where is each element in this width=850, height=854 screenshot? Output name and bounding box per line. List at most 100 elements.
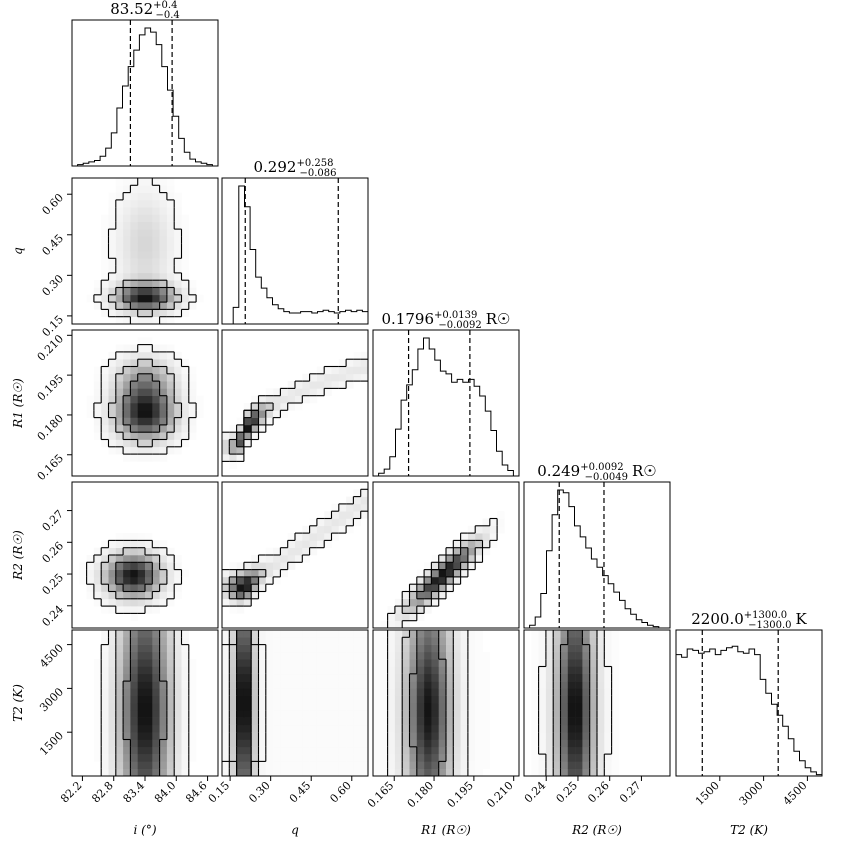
density-cell — [243, 432, 252, 440]
density-cell — [123, 287, 131, 296]
density-cell — [424, 717, 432, 726]
density-cell — [402, 644, 410, 653]
density-cell — [582, 717, 590, 726]
density-cell — [309, 688, 318, 696]
density-cell — [446, 681, 454, 689]
density-cell — [409, 739, 418, 748]
density-cell — [108, 555, 117, 563]
density-cell — [137, 403, 146, 411]
density-cell — [166, 739, 175, 748]
density-cell — [181, 373, 190, 382]
density-cell — [243, 630, 252, 638]
density-cell — [174, 651, 182, 660]
density-cell — [309, 518, 318, 527]
density-cell — [152, 724, 160, 733]
density-cell — [152, 569, 160, 578]
density-cell — [346, 630, 354, 638]
density-cell — [152, 598, 160, 607]
density-cell — [152, 417, 160, 426]
density-cell — [145, 265, 153, 274]
density-cell — [251, 688, 259, 696]
density-cell — [302, 533, 310, 541]
density-cell — [394, 695, 403, 704]
density-cell — [324, 644, 332, 653]
density-cell — [438, 644, 447, 653]
density-cell — [145, 695, 153, 704]
density-cell — [174, 381, 182, 389]
density-cell — [174, 688, 182, 696]
density-cell — [166, 373, 175, 382]
density-cell — [166, 221, 175, 230]
density-cell — [108, 302, 117, 310]
density-cell — [130, 768, 138, 777]
density-cell — [123, 576, 131, 585]
density-cell — [331, 644, 340, 653]
density-cell — [338, 710, 347, 718]
density-cell — [130, 754, 138, 762]
density-cell — [123, 381, 131, 389]
density-cell — [360, 651, 369, 660]
density-cell — [101, 732, 109, 740]
density-cell — [137, 540, 146, 548]
density-cell — [130, 229, 138, 237]
density-cell — [181, 410, 190, 418]
density-cell — [123, 446, 131, 455]
density-cell — [446, 688, 454, 696]
density-cell — [108, 309, 117, 317]
density-cell — [324, 732, 332, 740]
density-cell — [387, 724, 396, 733]
density-cell — [229, 746, 237, 755]
density-cell — [130, 294, 138, 303]
density-cell — [108, 644, 117, 653]
density-cell — [166, 280, 175, 288]
density-cell — [101, 724, 109, 733]
density-cell — [174, 754, 182, 762]
density-cell — [174, 584, 182, 592]
density-cell — [453, 761, 461, 769]
density-cell — [188, 688, 197, 696]
density-cell — [589, 768, 598, 777]
density-cell — [145, 359, 153, 367]
density-cell — [409, 598, 418, 607]
density-cell — [302, 768, 310, 777]
density-cell — [152, 432, 160, 440]
density-cell — [424, 761, 432, 769]
density-cell — [324, 659, 332, 667]
hist-panel-T2: 2200.0+1300.0 −1300.0 K — [675, 610, 823, 777]
density-cell — [101, 606, 109, 614]
density-cell — [101, 768, 109, 777]
density-cell — [123, 598, 131, 607]
density-cell — [302, 710, 310, 718]
density-cell — [538, 681, 547, 689]
density-cell — [181, 681, 190, 689]
density-cell — [152, 732, 160, 740]
density-cell — [273, 768, 281, 777]
density-cell — [188, 659, 197, 667]
density-cell — [346, 381, 354, 389]
density-cell — [229, 695, 237, 704]
density-cell — [394, 620, 403, 629]
density-cell — [115, 681, 124, 689]
density-cell — [287, 703, 296, 711]
density-cell — [166, 666, 175, 675]
density-cell — [145, 236, 153, 244]
density-cell — [123, 185, 131, 193]
density-cell — [130, 717, 138, 726]
density-cell — [79, 569, 87, 578]
density-cell — [545, 695, 554, 704]
density-cell — [93, 424, 102, 433]
density-cell — [316, 724, 325, 733]
density-cell — [130, 688, 138, 696]
density-cell — [93, 366, 102, 375]
density-cell — [446, 651, 454, 660]
density-cell — [166, 598, 175, 607]
density-cell — [553, 768, 561, 777]
density-cell — [236, 417, 245, 426]
density-cell — [545, 630, 554, 638]
panel-q-T2 — [221, 629, 369, 777]
density-cell — [166, 591, 175, 600]
density-cell — [222, 739, 230, 748]
density-cell — [482, 717, 491, 726]
density-cell — [188, 395, 197, 404]
density-cell — [166, 681, 175, 689]
